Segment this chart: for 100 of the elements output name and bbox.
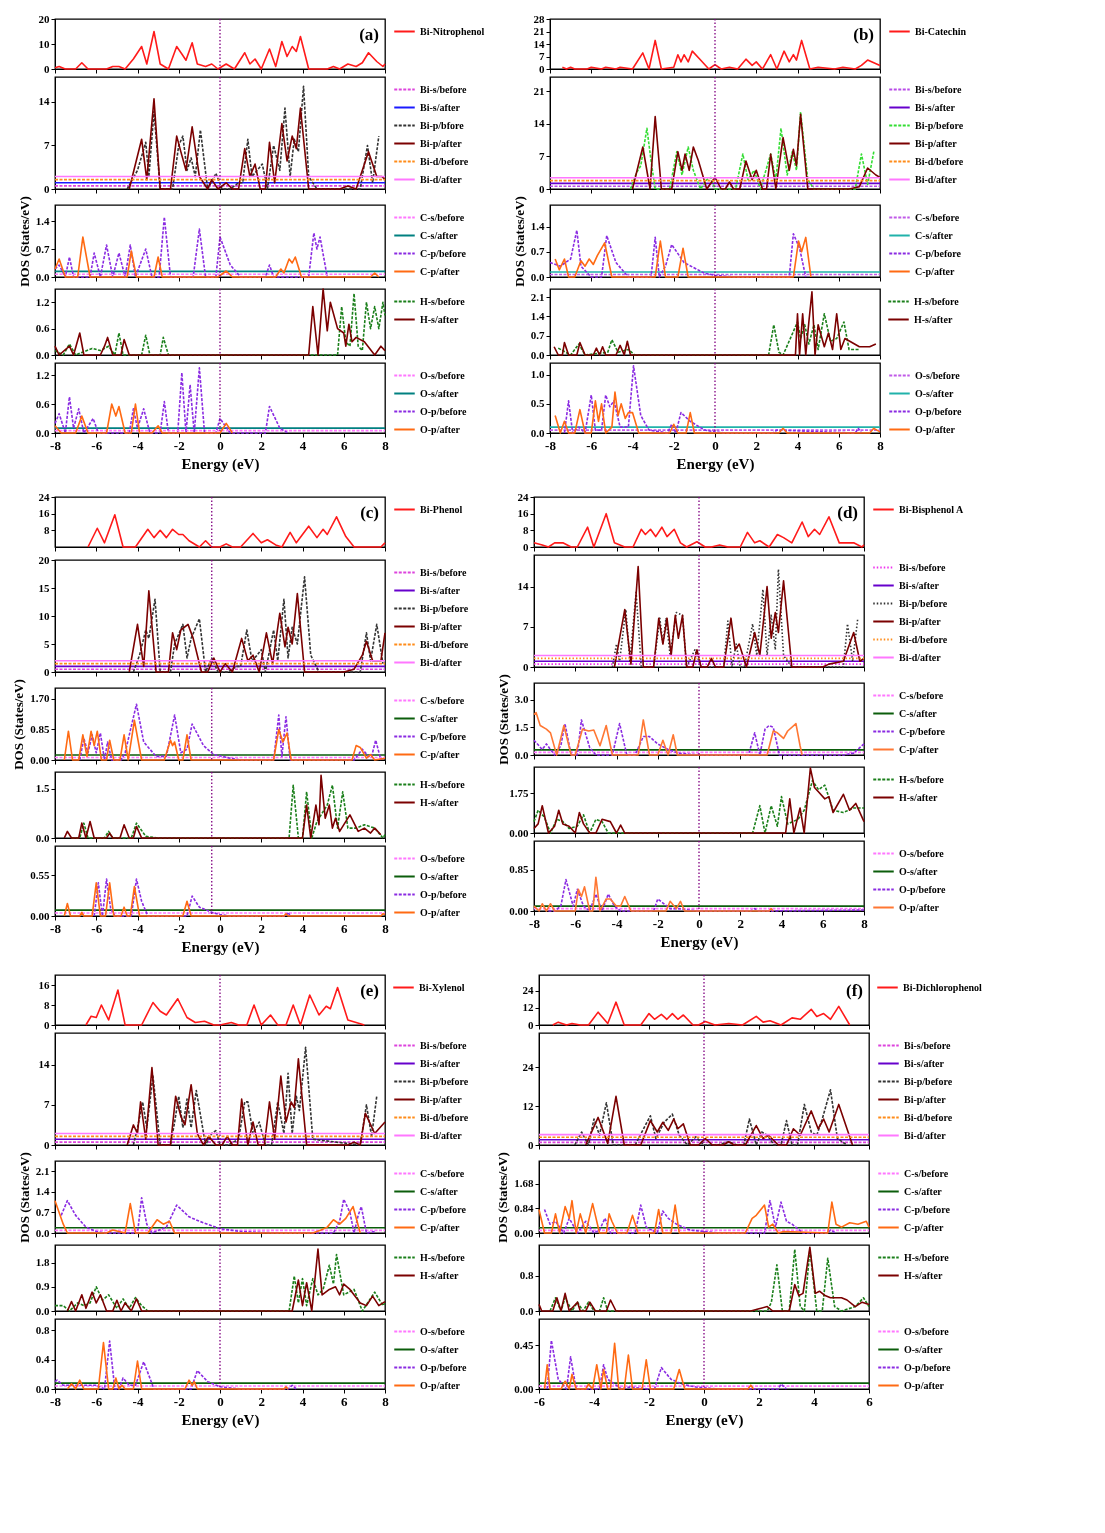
x-tick-label: -8 bbox=[50, 1393, 62, 1409]
y-tick-label: 0.84 bbox=[514, 1201, 534, 1214]
y-tick-label: 14 bbox=[533, 37, 545, 50]
x-tick-label: -2 bbox=[173, 437, 185, 453]
legend-label: Bi-s/after bbox=[420, 1057, 461, 1069]
y-tick-label: 0.85 bbox=[509, 863, 529, 876]
y-tick-label: 0.4 bbox=[35, 1353, 50, 1366]
legend-label: C-s/before bbox=[420, 211, 465, 223]
legend-label: Bi-Phenol bbox=[420, 503, 463, 515]
x-tick-label: 4 bbox=[811, 1393, 819, 1409]
legend-label: Bi-d/before bbox=[420, 638, 469, 650]
legend-label: C-p/before bbox=[420, 1203, 467, 1215]
legend-label: Bi-s/after bbox=[420, 101, 461, 113]
y-tick-label: 0.0 bbox=[35, 831, 50, 844]
y-tick-label: 28 bbox=[533, 12, 545, 25]
y-tick-label: 0.9 bbox=[35, 1280, 50, 1293]
x-tick-label: 6 bbox=[341, 1393, 348, 1409]
legend-label: C-s/after bbox=[420, 712, 459, 724]
y-tick-label: 1.2 bbox=[35, 295, 50, 308]
y-tick-label: 0 bbox=[523, 660, 529, 673]
legend-label: O-p/before bbox=[420, 888, 468, 900]
y-tick-label: 1.2 bbox=[35, 368, 50, 381]
y-tick-label: 14 bbox=[38, 1058, 50, 1071]
y-tick-label: 3.0 bbox=[514, 693, 529, 706]
y-tick-label: 0.7 bbox=[35, 242, 50, 255]
legend-label: H-s/before bbox=[914, 295, 960, 307]
legend-label: O-s/before bbox=[420, 852, 466, 864]
legend-label: O-p/before bbox=[904, 1361, 952, 1373]
y-tick-label: 0.00 bbox=[514, 1382, 534, 1395]
x-tick-label: -2 bbox=[644, 1393, 655, 1409]
y-tick-label: 0.00 bbox=[30, 753, 50, 766]
legend-label: Bi-Bisphenol A bbox=[899, 503, 964, 515]
y-tick-label: 2.1 bbox=[530, 290, 545, 303]
y-tick-label: 0.0 bbox=[530, 426, 545, 439]
y-tick-label: 24 bbox=[38, 490, 50, 503]
y-tick-label: 0 bbox=[44, 1138, 50, 1151]
x-tick-label: -4 bbox=[132, 920, 144, 936]
legend-label: C-p/after bbox=[420, 265, 460, 277]
x-tick-label: 4 bbox=[778, 915, 786, 931]
y-tick-label: 0.0 bbox=[35, 426, 50, 439]
x-axis-title: Energy (eV) bbox=[181, 1411, 260, 1429]
y-tick-label: 1.4 bbox=[35, 1185, 50, 1198]
legend-label: Bi-d/before bbox=[904, 1111, 953, 1123]
y-tick-label: 15 bbox=[38, 581, 50, 594]
legend-label: H-s/before bbox=[420, 1251, 466, 1263]
y-axis-title: DOS (States/eV) bbox=[16, 196, 32, 287]
legend-label: Bi-s/after bbox=[904, 1057, 945, 1069]
x-tick-label: 2 bbox=[737, 915, 744, 931]
y-tick-label: 24 bbox=[522, 984, 534, 997]
y-tick-label: 0.5 bbox=[530, 397, 545, 410]
y-tick-label: 1.5 bbox=[35, 782, 50, 794]
legend-label: O-p/after bbox=[904, 1379, 945, 1391]
y-tick-label: 0.0 bbox=[519, 1304, 534, 1317]
y-tick-label: 7 bbox=[539, 50, 545, 62]
y-tick-label: 0.8 bbox=[35, 1323, 50, 1336]
legend-label: C-s/after bbox=[420, 1185, 459, 1197]
x-tick-label: 2 bbox=[258, 920, 265, 936]
legend-label: Bi-d/before bbox=[420, 1111, 469, 1123]
legend-label: Bi-s/before bbox=[915, 83, 963, 95]
legend-label: O-p/before bbox=[420, 405, 468, 417]
y-tick-label: 8 bbox=[44, 998, 50, 1011]
y-tick-label: 0.7 bbox=[35, 1205, 50, 1218]
legend-label: Bi-d/after bbox=[420, 173, 463, 185]
x-tick-label: 2 bbox=[753, 437, 760, 453]
legend-label: Bi-Dichlorophenol bbox=[903, 981, 982, 993]
x-tick-label: -8 bbox=[50, 920, 62, 936]
x-tick-label: 0 bbox=[217, 1393, 224, 1409]
x-tick-label: 6 bbox=[341, 437, 348, 453]
legend-label: C-s/after bbox=[899, 707, 938, 719]
y-tick-label: 7 bbox=[523, 620, 529, 633]
x-tick-label: 0 bbox=[701, 1393, 708, 1409]
legend-label: O-s/after bbox=[420, 387, 459, 399]
y-tick-label: 0.55 bbox=[30, 868, 50, 881]
legend-label: Bi-p/after bbox=[904, 1093, 947, 1105]
y-tick-label: 21 bbox=[533, 25, 545, 37]
legend-label: H-s/after bbox=[914, 313, 953, 325]
x-tick-label: 2 bbox=[258, 437, 265, 453]
x-tick-label: 6 bbox=[341, 920, 348, 936]
legend-label: C-p/after bbox=[915, 265, 955, 277]
y-tick-label: 0.0 bbox=[530, 270, 545, 283]
y-tick-label: 1.4 bbox=[530, 310, 545, 322]
legend-label: O-p/after bbox=[420, 1379, 461, 1391]
y-tick-label: 0.6 bbox=[35, 397, 50, 410]
legend-label: Bi-p/after bbox=[420, 620, 463, 632]
y-tick-label: 16 bbox=[38, 507, 50, 520]
legend-label: C-s/before bbox=[904, 1167, 949, 1179]
legend-label: O-p/before bbox=[899, 883, 947, 895]
y-tick-label: 0.0 bbox=[35, 1226, 50, 1239]
legend-label: Bi-Xylenol bbox=[419, 981, 465, 993]
legend-label: O-s/before bbox=[899, 847, 945, 859]
legend-label: Bi-d/before bbox=[915, 155, 964, 167]
y-tick-label: 24 bbox=[517, 490, 529, 503]
x-tick-label: 4 bbox=[794, 437, 802, 453]
x-tick-label: 2 bbox=[258, 1393, 265, 1409]
x-axis-title: Energy (eV) bbox=[665, 1411, 744, 1429]
legend-label: C-s/after bbox=[904, 1185, 943, 1197]
x-tick-label: -2 bbox=[668, 437, 680, 453]
y-tick-label: 7 bbox=[44, 138, 50, 151]
x-tick-label: 0 bbox=[217, 920, 224, 936]
x-tick-label: 0 bbox=[696, 915, 703, 931]
